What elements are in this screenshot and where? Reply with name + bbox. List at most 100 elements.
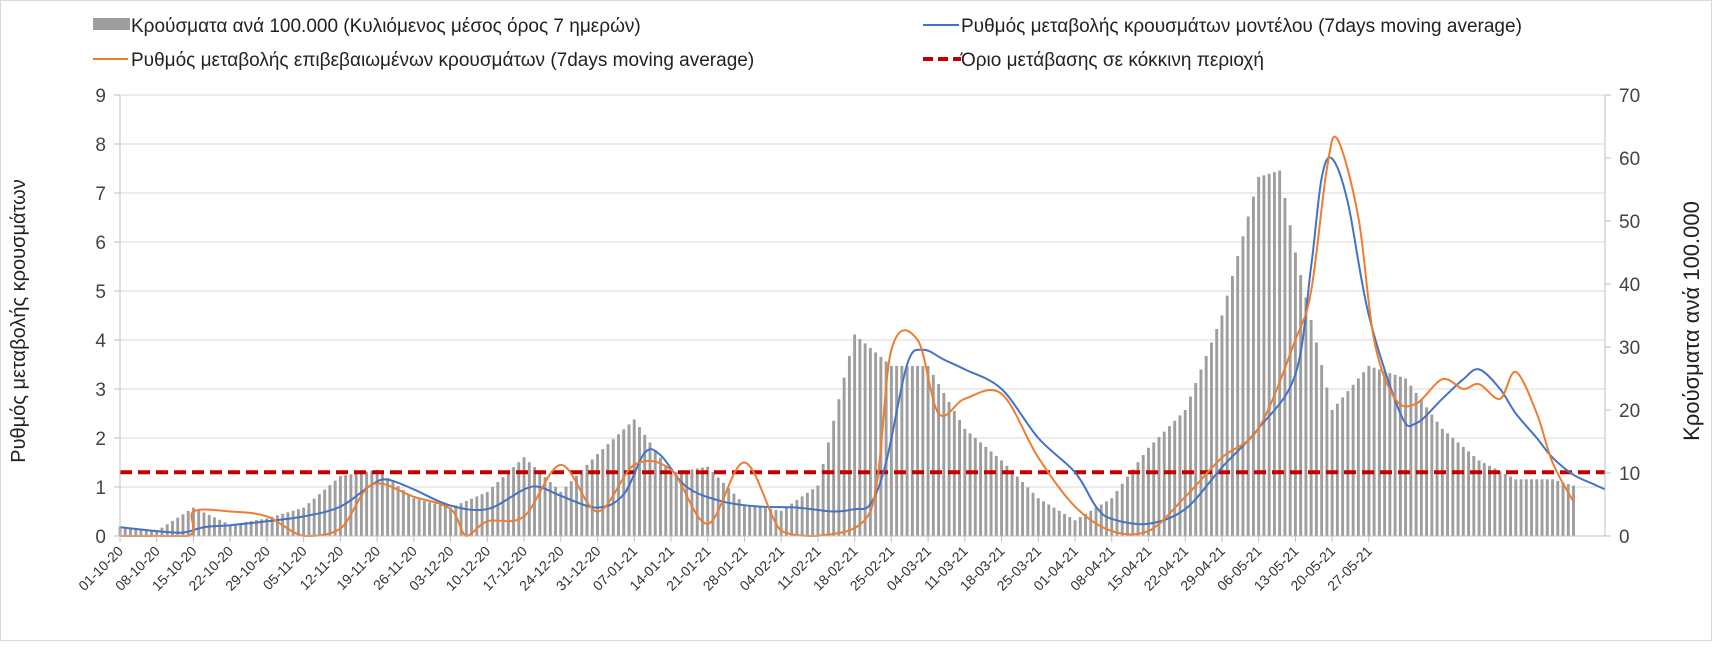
bar <box>737 499 741 536</box>
bar <box>1073 520 1077 536</box>
bar <box>575 475 578 536</box>
bar <box>842 377 846 536</box>
bar-series <box>118 170 1575 537</box>
left-tick-label: 0 <box>95 527 106 548</box>
bar <box>1084 513 1087 536</box>
bar <box>433 503 437 536</box>
bar <box>1362 372 1366 536</box>
bar <box>1010 471 1014 536</box>
bar <box>1509 476 1512 536</box>
bar <box>973 437 977 536</box>
bar <box>910 365 914 536</box>
bar <box>1299 275 1303 536</box>
bar <box>202 512 206 536</box>
bar <box>1162 431 1166 536</box>
bar <box>1199 369 1203 536</box>
confirmed-rate-line <box>120 135 1575 538</box>
bar <box>275 515 279 536</box>
bar <box>422 500 426 536</box>
bar <box>443 506 447 536</box>
bar <box>1157 437 1161 536</box>
bar <box>223 522 227 536</box>
legend-swatch-bars <box>93 18 130 30</box>
bar <box>811 489 815 536</box>
legend-label-cases: Κρούσματα ανά 100.000 (Κυλιόμενος μέσος … <box>131 16 641 37</box>
right-tick-label: 60 <box>1619 149 1640 170</box>
bar <box>569 481 573 536</box>
bar <box>847 356 851 536</box>
bar <box>197 510 201 536</box>
bar <box>931 374 935 536</box>
bar <box>690 469 694 536</box>
bar <box>1419 400 1423 536</box>
legend-item-model: Ρυθμός μεταβολής κρουσμάτων μοντέλου (7d… <box>923 16 1522 37</box>
bar <box>921 365 925 536</box>
bar <box>307 503 311 536</box>
bar <box>1346 391 1350 536</box>
bar <box>795 500 799 536</box>
bar <box>1178 415 1182 536</box>
bar <box>790 503 794 536</box>
bar <box>506 472 510 536</box>
bar <box>527 462 531 536</box>
bar <box>459 503 463 536</box>
bar <box>958 419 962 536</box>
bar <box>1236 256 1240 536</box>
bar <box>1225 295 1229 536</box>
bar <box>1215 329 1219 536</box>
bar <box>380 473 384 536</box>
bar <box>512 467 515 536</box>
bar <box>517 462 521 536</box>
bar <box>564 486 568 536</box>
bar <box>1110 498 1114 536</box>
gridlines <box>120 94 1605 488</box>
bar <box>1456 442 1460 536</box>
bar <box>296 509 300 536</box>
bar <box>889 365 893 536</box>
bar <box>1572 485 1575 536</box>
bar <box>123 527 127 536</box>
bar <box>1556 480 1560 536</box>
bar <box>291 510 295 536</box>
bar <box>1026 487 1030 536</box>
bar <box>1220 315 1224 536</box>
model-rate-line <box>119 156 1606 534</box>
bar <box>1367 365 1371 536</box>
bar <box>1314 342 1318 536</box>
legend-label-model: Ρυθμός μεταβολής κρουσμάτων μοντέλου (7d… <box>961 16 1522 37</box>
bar <box>428 502 432 536</box>
bar <box>769 509 773 536</box>
bar <box>868 347 872 536</box>
bar <box>984 446 988 536</box>
bar <box>1000 460 1003 536</box>
bar <box>611 439 615 536</box>
bar <box>496 482 500 536</box>
legend-item-cases: Κρούσματα ανά 100.000 (Κυλιόμενος μέσος … <box>93 16 641 37</box>
left-tick-label: 5 <box>95 282 106 303</box>
bar <box>1120 483 1124 536</box>
left-tick-label: 3 <box>95 380 106 401</box>
bar <box>1488 465 1492 536</box>
right-tick-label: 70 <box>1619 86 1640 107</box>
bar <box>1204 356 1208 536</box>
bar <box>590 459 594 536</box>
bar <box>349 474 353 536</box>
bar <box>207 514 211 536</box>
bar <box>680 471 683 536</box>
bar <box>1467 451 1471 536</box>
right-tick-label: 40 <box>1619 275 1640 296</box>
bar <box>784 507 788 536</box>
bar <box>622 429 626 536</box>
bar <box>947 401 951 536</box>
bar <box>344 475 348 536</box>
bar <box>186 510 190 536</box>
bar <box>1514 479 1518 536</box>
bar <box>1530 479 1533 536</box>
bar <box>228 524 232 536</box>
bar <box>1015 476 1019 536</box>
bar <box>1257 176 1261 536</box>
legend-label-confirmed: Ρυθμός μεταβολής επιβεβαιωμένων κρουσμάτ… <box>131 50 754 71</box>
legend-item-threshold: Όριο μετάβασης σε κόκκινη περιοχή <box>923 50 1264 71</box>
bar <box>1126 476 1129 536</box>
